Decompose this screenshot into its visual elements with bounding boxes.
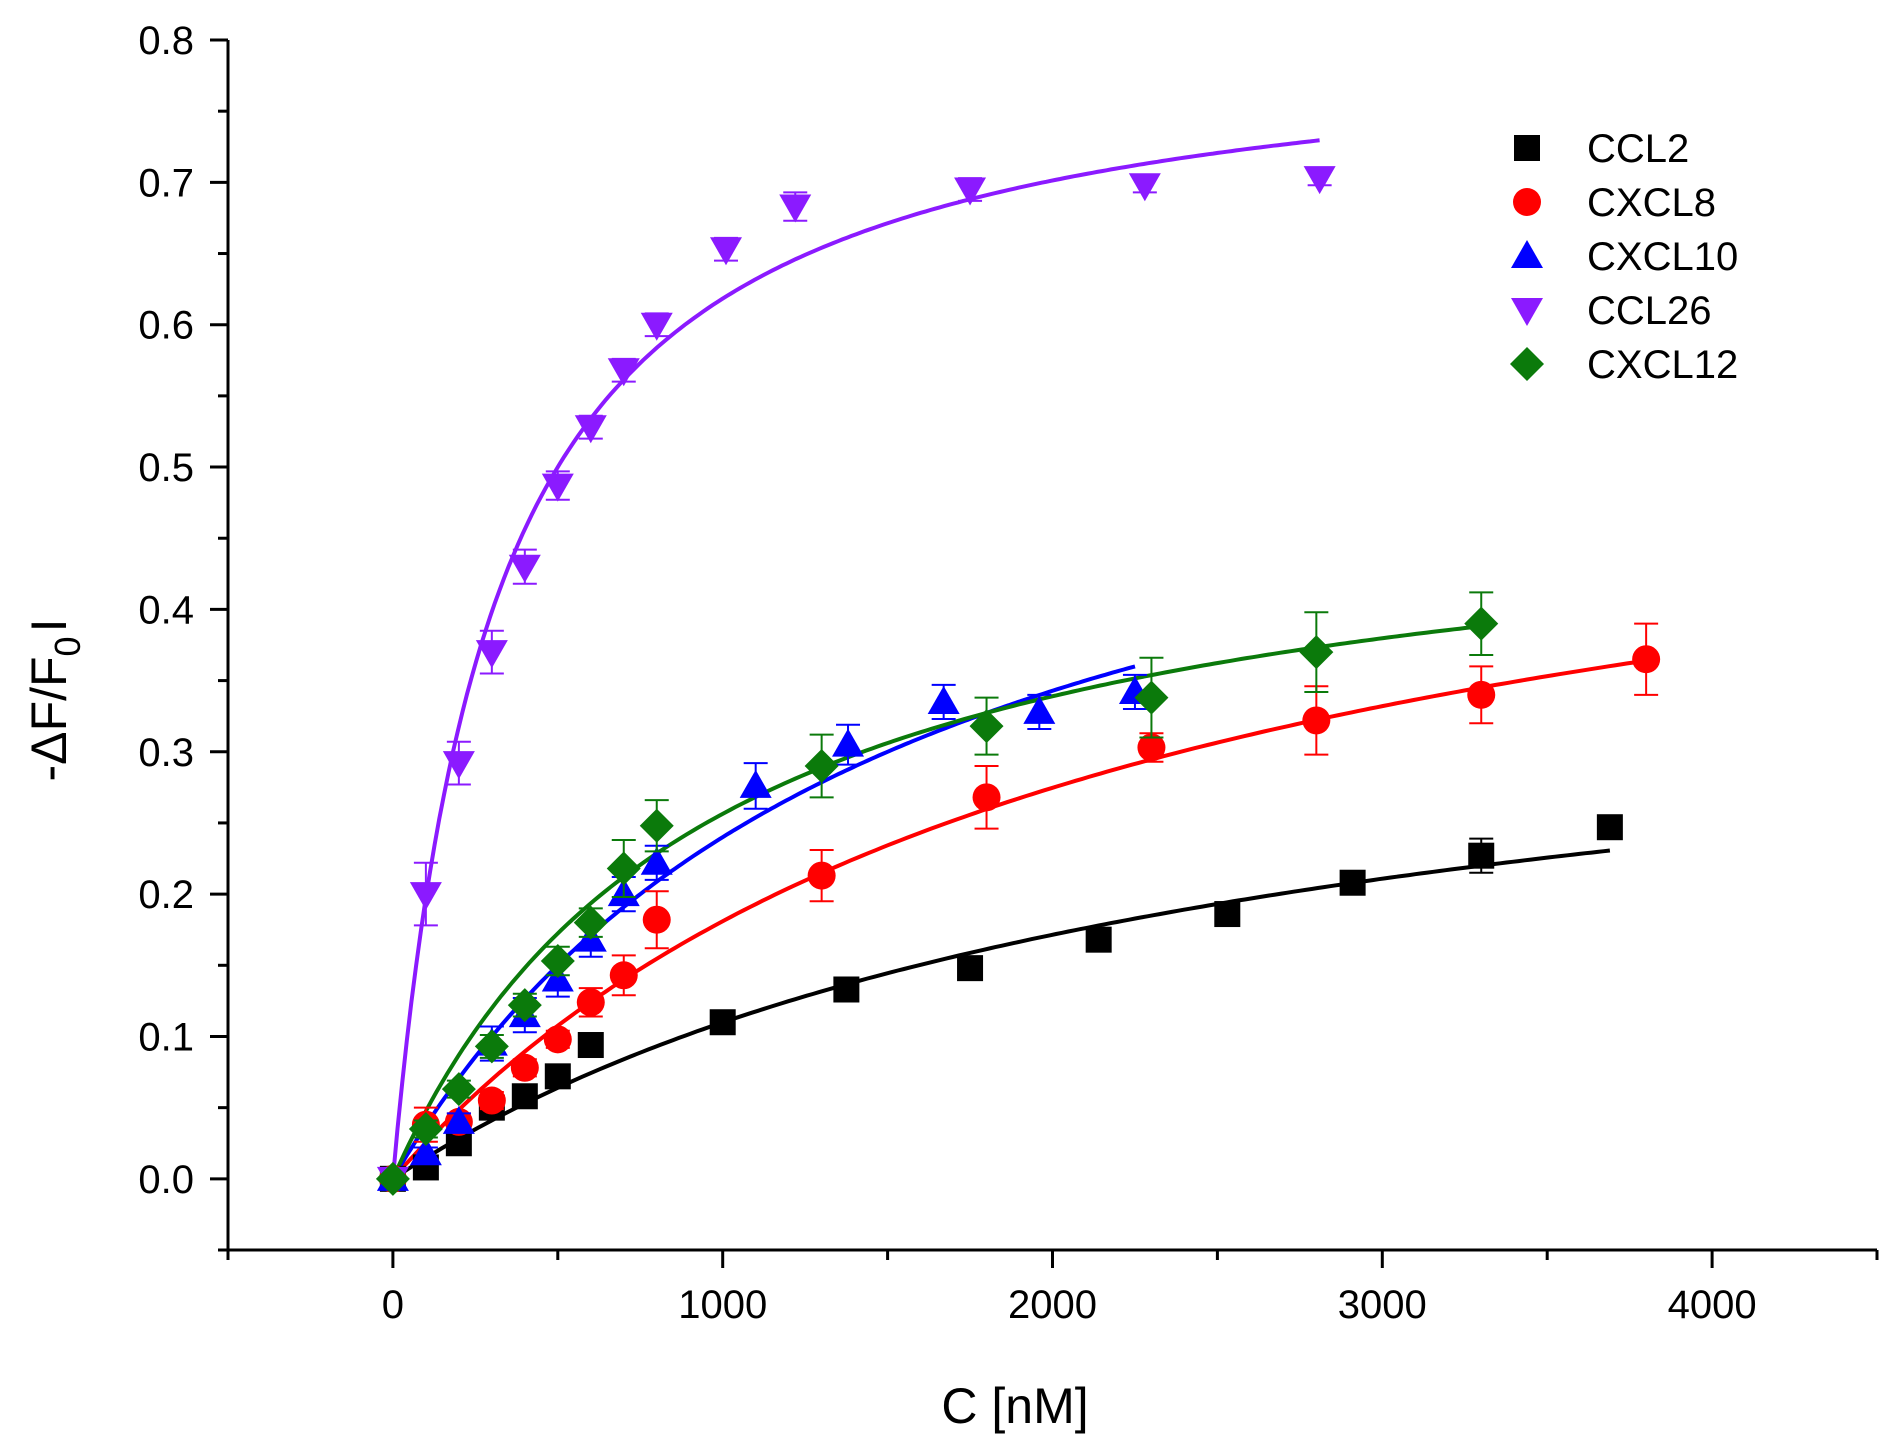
point-cxcl8 xyxy=(972,783,1001,812)
point-cxcl12 xyxy=(639,808,674,843)
point-cxcl10 xyxy=(640,846,673,875)
point-cxcl10 xyxy=(739,769,772,798)
fit-curve-cxcl12 xyxy=(391,624,1482,1180)
x-tick-label: 2000 xyxy=(1008,1283,1097,1327)
point-ccl26 xyxy=(475,640,508,669)
point-ccl2 xyxy=(1085,926,1112,953)
point-ccl2 xyxy=(833,976,860,1003)
point-cxcl8 xyxy=(1467,680,1496,709)
point-ccl2 xyxy=(957,955,984,982)
x-axis-title: C [nM] xyxy=(941,1378,1088,1434)
fit-curves xyxy=(390,138,1647,1181)
y-tick-label: 0.1 xyxy=(138,1015,194,1059)
point-cxcl8 xyxy=(642,905,671,934)
y-tick-label: 0.3 xyxy=(138,731,194,775)
x-tick-label: 3000 xyxy=(1338,1283,1427,1327)
point-cxcl12 xyxy=(969,709,1004,744)
point-cxcl8 xyxy=(609,961,638,990)
point-ccl2 xyxy=(709,1009,736,1036)
x-tick-label: 4000 xyxy=(1668,1283,1757,1327)
legend-marker-ccl26 xyxy=(1511,298,1543,326)
point-ccl26 xyxy=(607,358,640,387)
point-cxcl12 xyxy=(573,905,608,940)
point-ccl26 xyxy=(442,751,475,780)
legend-label-cxcl10: CXCL10 xyxy=(1587,235,1738,279)
x-tick-label: 0 xyxy=(382,1283,404,1327)
point-cxcl12 xyxy=(540,944,575,979)
axes: 0 1000 2000 3000 4000 0.0 0.1 0.2 0.3 0.4 0.5 0.6 0.… xyxy=(138,19,1879,1327)
y-axis-title: -ΔF/F0 I xyxy=(21,619,88,782)
point-cxcl8 xyxy=(1632,645,1661,674)
y-tick-label: 0.0 xyxy=(138,1158,194,1202)
legend-marker-cxcl8 xyxy=(1513,188,1541,216)
y-tick-label: 0.5 xyxy=(138,446,194,490)
point-cxcl8 xyxy=(1302,706,1331,735)
point-cxcl8 xyxy=(510,1053,539,1082)
point-ccl2 xyxy=(1468,842,1495,869)
y-tick-label: 0.4 xyxy=(138,588,194,632)
point-cxcl8 xyxy=(543,1025,572,1054)
y-tick-label: 0.7 xyxy=(138,161,194,205)
y-tick-label: 0.6 xyxy=(138,304,194,348)
point-cxcl10 xyxy=(442,1105,475,1134)
legend-marker-cxcl12 xyxy=(1510,347,1544,381)
legend-label-ccl2: CCL2 xyxy=(1587,127,1689,171)
series-ccl26 xyxy=(376,166,1336,1195)
point-cxcl8 xyxy=(477,1086,506,1115)
y-axis-title-end: I xyxy=(21,619,77,633)
point-cxcl8 xyxy=(807,861,836,890)
point-cxcl10 xyxy=(927,685,960,714)
fit-curve-ccl2 xyxy=(391,848,1611,1181)
y-axis-title-main: -ΔF/F xyxy=(21,656,77,781)
point-cxcl12 xyxy=(441,1072,476,1107)
point-cxcl12 xyxy=(474,1029,509,1064)
y-tick-label: 0.2 xyxy=(138,873,194,917)
point-cxcl12 xyxy=(375,1161,410,1196)
point-ccl2 xyxy=(1214,901,1241,928)
point-cxcl12 xyxy=(1464,606,1499,641)
point-cxcl12 xyxy=(1299,635,1334,670)
point-ccl26 xyxy=(779,194,812,223)
series-ccl2 xyxy=(379,814,1623,1192)
point-cxcl12 xyxy=(804,749,839,783)
series-cxcl12 xyxy=(375,591,1499,1196)
point-ccl26 xyxy=(1128,173,1161,202)
point-cxcl12 xyxy=(1134,680,1169,715)
point-ccl2 xyxy=(1339,869,1366,896)
data-points xyxy=(375,166,1661,1196)
legend-label-ccl26: CCL26 xyxy=(1587,289,1712,333)
point-ccl26 xyxy=(508,554,541,583)
point-ccl2 xyxy=(577,1032,604,1059)
point-ccl2 xyxy=(511,1083,538,1110)
point-ccl26 xyxy=(409,882,442,911)
x-tick-label: 1000 xyxy=(678,1283,767,1327)
point-cxcl12 xyxy=(606,851,641,886)
point-cxcl8 xyxy=(1137,733,1166,762)
point-ccl26 xyxy=(709,237,742,266)
legend-marker-ccl2 xyxy=(1514,135,1540,161)
point-ccl2 xyxy=(544,1063,571,1090)
point-ccl26 xyxy=(541,473,574,502)
legend-marker-cxcl10 xyxy=(1511,240,1543,268)
point-ccl2 xyxy=(1596,814,1623,841)
point-cxcl10 xyxy=(1023,695,1056,724)
point-cxcl12 xyxy=(507,988,542,1023)
legend-label-cxcl8: CXCL8 xyxy=(1587,181,1716,225)
point-ccl26 xyxy=(1303,166,1336,195)
legend-label-cxcl12: CXCL12 xyxy=(1587,343,1738,387)
point-ccl26 xyxy=(574,415,607,444)
point-cxcl8 xyxy=(576,988,605,1017)
series-cxcl8 xyxy=(378,622,1661,1193)
y-axis-title-sub: 0 xyxy=(47,636,88,656)
fit-curve-ccl26 xyxy=(390,138,1320,1179)
legend: CCL2 CXCL8 CXCL10 CCL26 CXCL12 xyxy=(1510,127,1738,387)
point-cxcl10 xyxy=(832,728,865,757)
point-cxcl10 xyxy=(409,1137,442,1166)
point-ccl26 xyxy=(954,177,987,206)
y-tick-label: 0.8 xyxy=(138,19,194,63)
point-cxcl12 xyxy=(408,1112,443,1146)
point-ccl26 xyxy=(640,312,673,341)
